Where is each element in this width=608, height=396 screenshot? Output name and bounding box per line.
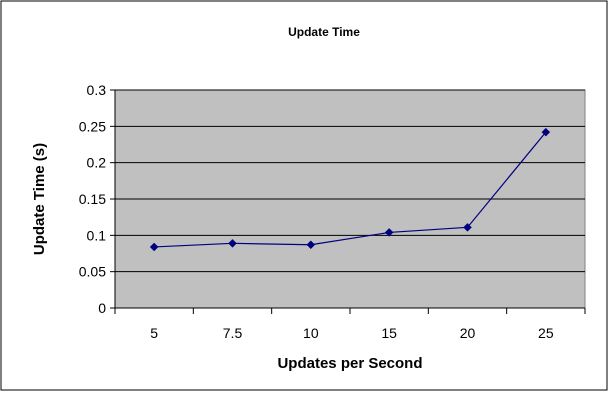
y-tick-label: 0.2 — [87, 155, 107, 171]
data-point — [541, 127, 551, 137]
data-point — [463, 222, 472, 232]
x-axis-title: Updates per Second — [277, 355, 422, 372]
y-tick-label: 0.25 — [79, 118, 106, 134]
x-tick-label: 10 — [303, 325, 319, 341]
x-tick-label: 25 — [538, 325, 554, 341]
axes — [110, 89, 586, 314]
data-point — [149, 242, 159, 252]
y-tick-label: 0.3 — [87, 82, 107, 98]
y-tick-label: 0.05 — [79, 264, 106, 280]
x-tick-label: 5 — [150, 325, 158, 341]
data-point — [228, 238, 237, 248]
y-tick-label: 0 — [98, 300, 106, 316]
x-tick-label: 15 — [381, 325, 397, 341]
x-tick-labels: 5 7.5 10 15 20 25 — [150, 325, 554, 341]
data-point — [306, 240, 316, 250]
series-line — [154, 131, 547, 248]
y-tick-label: 0.15 — [79, 191, 106, 207]
gridlines — [115, 89, 585, 273]
data-point — [384, 228, 394, 237]
data-series — [149, 127, 551, 252]
y-tick-labels: 0 0.05 0.1 0.15 0.2 0.25 0.3 — [79, 82, 106, 316]
x-tick-label: 7.5 — [223, 325, 243, 341]
chart-title: Update Time — [288, 25, 360, 39]
x-tick-label: 20 — [460, 325, 476, 341]
y-axis-title: Update Time (s) — [31, 143, 48, 255]
y-tick-label: 0.1 — [87, 227, 107, 243]
